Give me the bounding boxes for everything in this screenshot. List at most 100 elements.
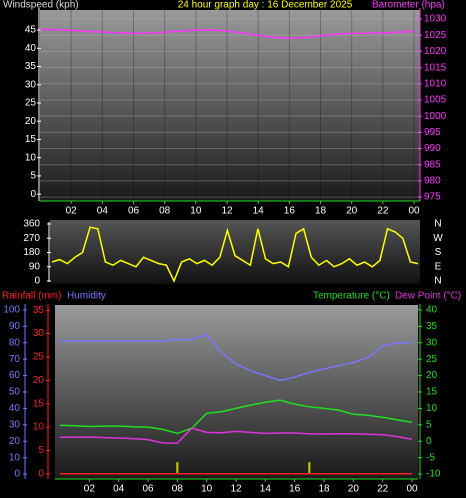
tick-label: 35 bbox=[33, 305, 45, 316]
x-tick-label: 04 bbox=[97, 206, 109, 217]
series-line bbox=[60, 333, 412, 382]
tick-label: 25 bbox=[33, 352, 45, 363]
series-line bbox=[60, 427, 413, 444]
tick-label: 30 bbox=[426, 337, 438, 348]
tick-label: 975 bbox=[424, 192, 441, 203]
x-tick-label: 20 bbox=[346, 206, 358, 217]
tick-label: 0 bbox=[14, 469, 20, 480]
series-line bbox=[39, 28, 415, 39]
plot-area bbox=[55, 305, 418, 479]
tick-label: 20 bbox=[33, 375, 45, 386]
tick-label: 40 bbox=[9, 403, 21, 414]
tick-label: 30 bbox=[33, 328, 45, 339]
tick-label: 35 bbox=[426, 321, 438, 332]
x-tick-label: 00 bbox=[406, 484, 418, 495]
tick-label: 40 bbox=[426, 305, 438, 316]
legend-label: Humidity bbox=[67, 291, 106, 302]
tick-label: W bbox=[433, 233, 443, 244]
x-tick-label: 04 bbox=[113, 484, 125, 495]
tick-label: 5 bbox=[38, 445, 44, 456]
tick-label: 1015 bbox=[424, 62, 447, 73]
tick-label: 60 bbox=[9, 370, 21, 381]
series-line bbox=[59, 399, 413, 435]
series-line bbox=[51, 226, 419, 283]
tick-label: 20 bbox=[9, 436, 21, 447]
x-tick-label: 14 bbox=[253, 206, 265, 217]
tick-label: 0 bbox=[426, 436, 432, 447]
x-tick-label: 02 bbox=[84, 484, 96, 495]
x-tick-label: 00 bbox=[408, 206, 420, 217]
x-tick-label: 10 bbox=[190, 206, 202, 217]
tick-label: 1000 bbox=[424, 111, 447, 122]
rain-bar bbox=[176, 462, 179, 474]
tick-label: 270 bbox=[23, 233, 40, 244]
legend-label: Rainfall (mm) bbox=[2, 291, 61, 302]
y-axis-title: Windspeed (kph) bbox=[3, 0, 79, 11]
legend-label: Dew Point (°C) bbox=[395, 291, 461, 302]
tick-label: 5 bbox=[30, 171, 36, 182]
legend-label: Barometer (hpa) bbox=[372, 0, 445, 11]
x-tick-label: 22 bbox=[377, 484, 389, 495]
x-tick-label: 10 bbox=[201, 484, 213, 495]
x-tick-label: 06 bbox=[128, 206, 140, 217]
tick-label: 5 bbox=[426, 419, 432, 430]
tick-label: 10 bbox=[33, 422, 45, 433]
tick-label: 90 bbox=[9, 321, 21, 332]
tick-label: 25 bbox=[426, 354, 438, 365]
tick-label: 180 bbox=[23, 247, 40, 258]
tick-label: 25 bbox=[25, 98, 37, 109]
x-tick-label: 18 bbox=[318, 484, 330, 495]
plot-area bbox=[40, 10, 420, 201]
tick-label: 995 bbox=[424, 127, 441, 138]
tick-label: 990 bbox=[424, 143, 441, 154]
tick-label: 1005 bbox=[424, 95, 447, 106]
tick-label: 10 bbox=[25, 152, 37, 163]
tick-label: 15 bbox=[426, 387, 438, 398]
tick-label: N bbox=[434, 219, 441, 230]
x-tick-label: 16 bbox=[289, 484, 301, 495]
tick-label: 1020 bbox=[424, 46, 447, 57]
tick-label: 30 bbox=[25, 79, 37, 90]
tick-label: 20 bbox=[25, 116, 37, 127]
tick-label: 15 bbox=[25, 134, 37, 145]
x-tick-label: 06 bbox=[142, 484, 154, 495]
tick-label: -10 bbox=[426, 469, 441, 480]
tick-label: 50 bbox=[9, 387, 21, 398]
tick-label: 1025 bbox=[424, 30, 447, 41]
x-tick-label: 08 bbox=[172, 484, 184, 495]
tick-label: 35 bbox=[25, 61, 37, 72]
x-tick-label: 16 bbox=[284, 206, 296, 217]
tick-label: 0 bbox=[30, 189, 36, 200]
tick-label: E bbox=[435, 261, 442, 272]
tick-label: 1030 bbox=[424, 14, 447, 25]
legend-label: Temperature (°C) bbox=[313, 291, 390, 302]
tick-label: 40 bbox=[25, 43, 37, 54]
tick-label: 0 bbox=[34, 276, 40, 287]
tick-label: 360 bbox=[23, 219, 40, 230]
tick-label: 20 bbox=[426, 370, 438, 381]
tick-label: 90 bbox=[29, 261, 41, 272]
tick-label: 980 bbox=[424, 176, 441, 187]
tick-label: 985 bbox=[424, 159, 441, 170]
tick-label: S bbox=[435, 247, 442, 258]
tick-label: 15 bbox=[33, 398, 45, 409]
x-tick-label: 08 bbox=[159, 206, 171, 217]
x-tick-label: 18 bbox=[315, 206, 327, 217]
tick-label: 70 bbox=[9, 354, 21, 365]
chart-title: 24 hour graph day : 16 December 2025 bbox=[178, 0, 353, 11]
tick-label: 10 bbox=[426, 403, 438, 414]
x-tick-label: 12 bbox=[230, 484, 242, 495]
tick-label: 80 bbox=[9, 337, 21, 348]
tick-label: 1010 bbox=[424, 78, 447, 89]
tick-label: 30 bbox=[9, 419, 21, 430]
tick-label: N bbox=[434, 276, 441, 287]
tick-label: 45 bbox=[25, 25, 37, 36]
x-tick-label: 22 bbox=[377, 206, 389, 217]
tick-label: 100 bbox=[3, 305, 20, 316]
x-tick-label: 02 bbox=[66, 206, 78, 217]
x-tick-label: 20 bbox=[348, 484, 360, 495]
tick-label: 0 bbox=[38, 468, 44, 479]
tick-label: 10 bbox=[9, 452, 21, 463]
x-tick-label: 14 bbox=[260, 484, 272, 495]
